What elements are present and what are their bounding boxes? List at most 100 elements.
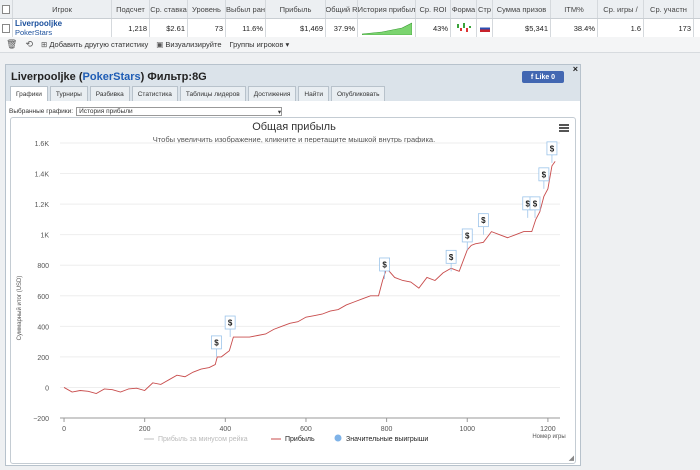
big-win-marker[interactable] [211,335,222,350]
player-cell[interactable]: Liverpooljke PokerStars [13,19,112,37]
chart-select-label: Выбранные графики: [9,108,74,115]
y-tick-label: 600 [37,294,49,301]
y-tick-label: 400 [37,324,49,331]
x-tick-label: 1200 [540,426,556,433]
panel-player-name: Liverpooljke [11,71,76,83]
player-site: PokerStars [15,28,53,37]
cell-avg-games: 1.6 [598,19,644,37]
col-profit[interactable]: Прибыль [266,0,326,18]
trash-icon[interactable]: 🗑 [6,39,18,49]
profit-series-line[interactable] [63,161,556,395]
dollar-icon: $ [449,253,454,262]
panel-filter: Фильтр:8G [147,71,207,83]
visualize-button[interactable]: ▣ Визуализируйте [156,40,221,49]
grid-header: Игрок Подсчет Ср. ставка Уровень Выбыл р… [0,0,700,19]
legend-rake[interactable]: Прибыль за минусом рейка [158,435,248,443]
table-row[interactable]: Liverpooljke PokerStars 1,218 $2.61 73 1… [0,19,700,37]
col-country[interactable]: Стр [477,0,493,18]
col-avg-games[interactable]: Ср. игры / [598,0,644,18]
select-all-checkbox[interactable] [0,0,13,18]
tab-achievements[interactable]: Достижения [247,86,297,101]
y-tick-label: −200 [33,416,49,423]
y-tick-label: 1.6K [35,141,50,148]
big-win-marker[interactable] [538,167,550,182]
chart-select-row: Выбранные графики: История прибыли ▾ [9,107,283,116]
refresh-icon[interactable]: ⟲ [25,39,33,49]
resize-handle-icon[interactable]: ◢ [568,455,574,462]
dollar-icon: $ [214,338,219,347]
big-win-marker[interactable] [445,249,457,264]
add-stat-label: Добавить другую статистику [49,40,149,49]
big-win-marker[interactable] [461,228,473,243]
col-level[interactable]: Уровень [188,0,226,18]
col-avg-roi[interactable]: Ср. ROI [416,0,451,18]
profit-chart[interactable]: Общая прибыль Чтобы увеличить изображени… [10,117,576,464]
image-icon: ▣ [156,40,166,49]
dollar-icon: $ [228,319,233,328]
big-win-marker[interactable] [529,196,541,211]
legend-profit[interactable]: Прибыль [285,435,315,443]
russia-flag-icon [477,19,493,37]
player-groups-label: Группы игроков [229,40,284,49]
y-tick-label: 800 [37,263,49,270]
col-prize-sum[interactable]: Сумма призов [493,0,551,18]
col-itm[interactable]: ITM% [551,0,598,18]
add-icon: ⊞ [40,40,50,49]
big-win-marker[interactable] [477,213,489,228]
legend[interactable]: Прибыль за минусом рейка Прибыль Значите… [144,434,428,444]
tab-tournaments[interactable]: Турниры [49,86,88,101]
player-groups-dropdown[interactable]: Группы игроков ▾ [230,40,290,49]
form-bars [451,19,477,37]
y-tick-label: 1.4K [35,172,50,179]
tab-charts[interactable]: Графики [10,86,48,101]
y-tick-label: 1.2K [35,202,50,209]
cell-avg-stake: $2.61 [150,19,188,37]
chart-select[interactable]: История прибыли ▾ [76,107,283,116]
chevron-down-icon: ▾ [277,108,282,116]
tab-find[interactable]: Найти [298,86,329,101]
col-avg-stake[interactable]: Ср. ставка [150,0,188,18]
x-tick-label: 0 [62,426,66,433]
row-checkbox[interactable] [0,19,13,37]
x-tick-label: 1000 [459,426,475,433]
tab-breakdown[interactable]: Разбивка [89,86,130,101]
profit-sparkline [358,19,416,37]
cell-count: 1,218 [112,19,150,37]
y-axis-label: Суммарный итог (USD) [16,276,23,341]
x-tick-label: 200 [139,426,151,433]
col-total-r[interactable]: Общий R [326,0,358,18]
dollar-icon: $ [465,231,470,240]
col-early-out[interactable]: Выбыл ран [226,0,266,18]
like-label: Like 0 [535,73,556,81]
x-tick-label: 400 [219,426,231,433]
panel-site-link[interactable]: PokerStars [82,71,141,83]
cell-total-r: 37.9% [326,19,358,37]
y-tick-label: 200 [37,355,49,362]
col-avg-entrants[interactable]: Ср. участн [644,0,694,18]
cell-level: 73 [188,19,226,37]
big-win-marker[interactable] [546,141,558,156]
cell-avg-roi: 43% [416,19,451,37]
legend-bigwin-swatch [334,434,342,442]
tab-leaderboards[interactable]: Таблицы лидеров [179,86,246,101]
chart-menu-icon[interactable] [559,124,569,132]
player-name[interactable]: Liverpooljke [15,19,63,28]
chart-svg[interactable]: Общая прибыль Чтобы увеличить изображени… [11,118,577,465]
col-count[interactable]: Подсчет [112,0,150,18]
close-icon[interactable]: × [572,64,578,74]
panel-header: Liverpooljke (PokerStars) Фильтр:8G f Lik… [6,64,580,101]
col-form[interactable]: Форма [451,0,477,18]
facebook-like-button[interactable]: f Like 0 [522,71,564,83]
tab-publish[interactable]: Опубликовать [330,86,386,101]
col-player[interactable]: Игрок [13,0,112,18]
big-win-marker[interactable] [224,315,236,330]
col-profit-history[interactable]: История прибыл [358,0,416,18]
grid-toolbar: 🗑 ⟲ ⊞ Добавить другую статистику ▣ Визуа… [0,37,700,53]
tab-statistics[interactable]: Статистика [131,86,178,101]
x-tick-label: 600 [300,426,312,433]
legend-bigwin[interactable]: Значительные выигрыши [346,436,428,443]
add-stat-button[interactable]: ⊞ Добавить другую статистику [41,40,148,49]
cell-avg-entrants: 173 [644,19,694,37]
cell-early-out: 11.6% [226,19,266,37]
big-win-marker[interactable] [379,257,390,272]
